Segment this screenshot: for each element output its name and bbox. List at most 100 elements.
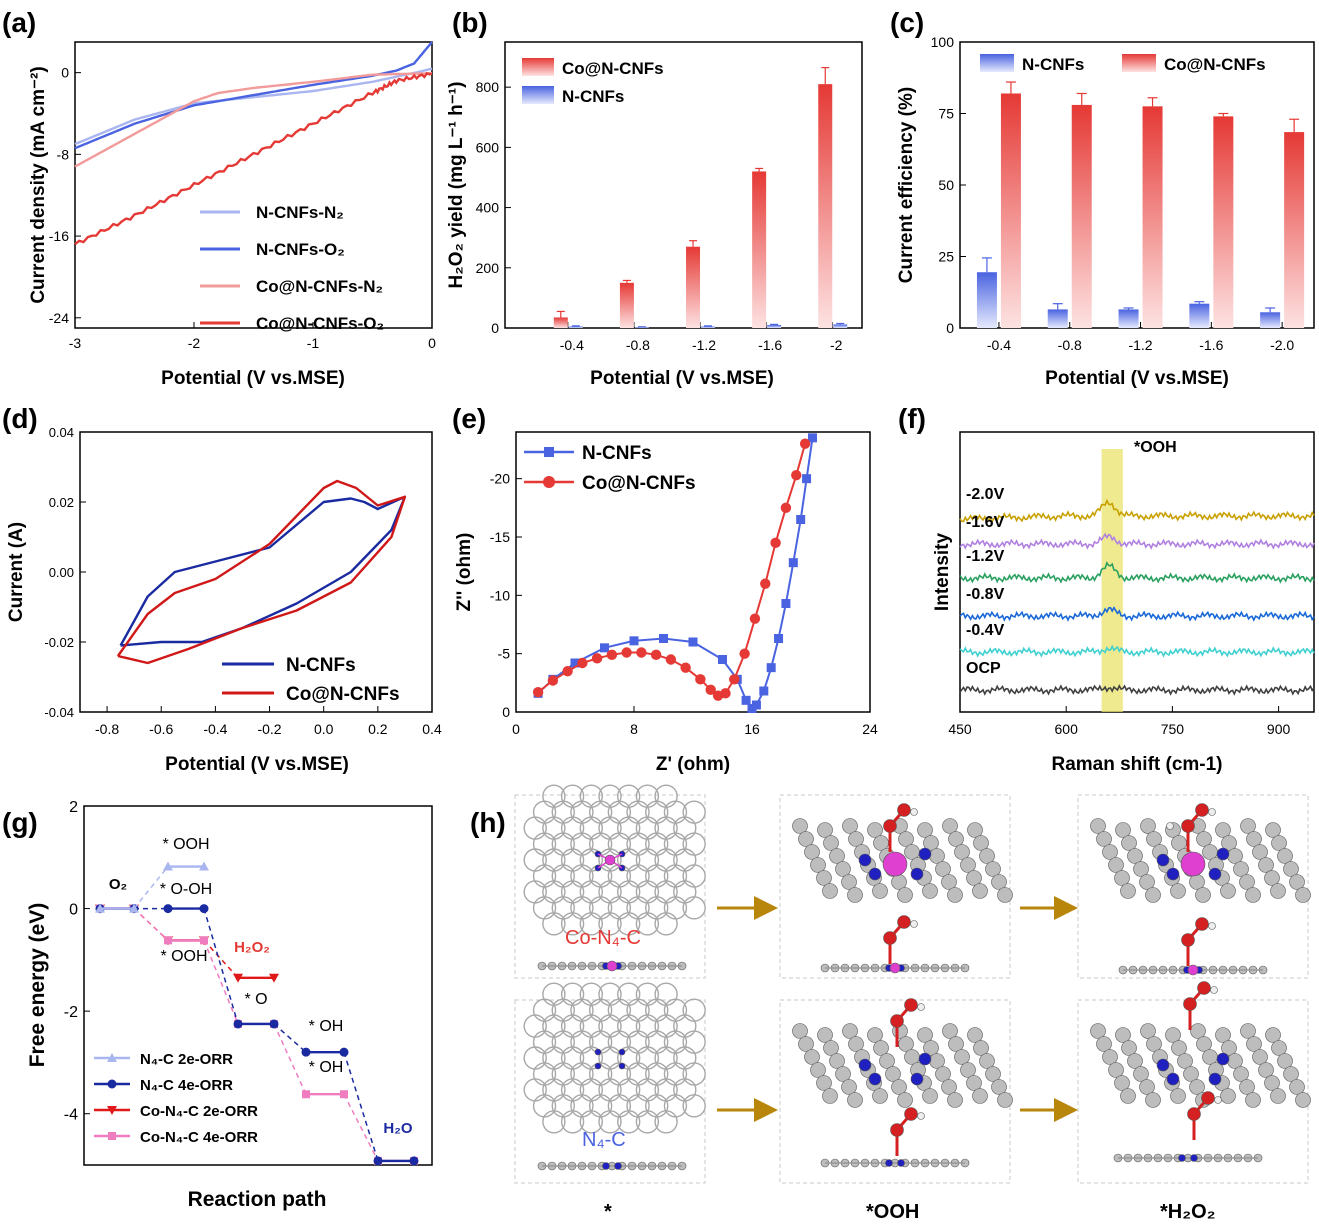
h-slab-nitrogen (918, 1052, 932, 1066)
h-side-nitrogen (614, 1162, 622, 1170)
h-slab-carbon (917, 1027, 933, 1043)
g-connector (203, 908, 239, 1025)
c-bar (1118, 309, 1139, 328)
h-nitrogen-atom (618, 1062, 626, 1070)
e-marker-square (796, 515, 806, 524)
h-slab-carbon (1258, 1062, 1274, 1078)
e-legend-marker (543, 476, 555, 488)
e-marker-square (718, 655, 727, 664)
c-bar (1071, 104, 1092, 328)
f-series-label: -0.4V (966, 622, 1005, 639)
h-slab-carbon (792, 818, 808, 834)
h-carbon-ring (617, 1110, 641, 1134)
e-marker-circle (547, 675, 559, 686)
h-slab-nitrogen (918, 847, 932, 861)
h-slab-carbon (1090, 1023, 1106, 1039)
h-slab-carbon (1239, 874, 1255, 890)
h-slab-carbon (842, 1023, 858, 1039)
e-ytick-label: -20 (490, 471, 510, 487)
a-frame (74, 41, 433, 329)
h-slab-carbon (1170, 1088, 1186, 1104)
c-bar (1000, 93, 1021, 328)
h-carbon-ring (635, 1110, 660, 1134)
h-slab-carbon (847, 887, 863, 903)
d-ytick-label: 0.04 (49, 425, 74, 440)
h-slab-carbon (922, 1088, 938, 1104)
e-ytick-label: 0 (502, 704, 510, 720)
f-spectrum-line (959, 606, 1315, 622)
h-side-cobalt (889, 962, 901, 974)
g-legend-label: Co-N₄-C 2e-ORR (140, 1103, 258, 1120)
b-bar (568, 326, 583, 328)
c-bar (1047, 309, 1068, 328)
h-hydrogen-atom (917, 1003, 925, 1011)
e-marker-square (600, 643, 609, 653)
h-nitrogen-atom (618, 1048, 626, 1056)
e-xtick-label: 16 (744, 721, 760, 737)
h-slab-carbon (991, 1079, 1007, 1095)
h-slab-carbon (1115, 822, 1131, 838)
e-marker-circle (780, 502, 792, 514)
h-box-co-ooh (779, 794, 1011, 979)
b-frame (504, 41, 863, 329)
h-slab-carbon (1289, 874, 1305, 890)
b-bar (553, 317, 568, 328)
h-slab-carbon (1133, 861, 1149, 877)
a-ytick-label: -16 (49, 228, 69, 244)
h-slab-carbon (942, 1023, 958, 1039)
g-annot-h2o2: H₂O₂ (234, 939, 270, 956)
h-col-label-ooh: *OOH (866, 1201, 919, 1223)
g-marker (302, 1090, 310, 1099)
d-legend-label: Co@N-CNFs (286, 684, 400, 705)
h-slab-carbon (1221, 1040, 1237, 1056)
a-ytick-label: -24 (49, 310, 69, 326)
h-slab-carbon (872, 1088, 888, 1104)
h-side-cobalt (1187, 964, 1199, 976)
h-slab-carbon (997, 887, 1013, 903)
d-ytick-label: -0.02 (44, 635, 74, 650)
h-slab-carbon (917, 822, 933, 838)
h-slab-carbon (1246, 831, 1262, 847)
h-slab-carbon (1270, 1088, 1286, 1104)
f-xlabel: Raman shift (cm-1) (1051, 754, 1222, 775)
f-series-label: -1.6V (966, 514, 1005, 531)
h-slab-cobalt (882, 851, 908, 877)
c-ytick-label: 0 (946, 320, 954, 336)
h-slab-carbon (1190, 1023, 1206, 1039)
h-carbon-ring (542, 1110, 566, 1134)
d-ytick-label: -0.04 (44, 705, 74, 720)
h-slab-carbon (1114, 1075, 1130, 1091)
b-legend-label: Co@N-CNFs (562, 59, 664, 78)
g-ytick-label: 2 (69, 799, 78, 816)
h-slab-nitrogen (1208, 867, 1222, 881)
e-xtick-label: 8 (630, 721, 638, 737)
h-slab-nitrogen (1166, 867, 1180, 881)
e-marker-circle (636, 647, 647, 658)
e-marker-circle (532, 686, 544, 698)
h-slab-carbon (1139, 874, 1155, 890)
f-annotation: *OOH (1134, 439, 1177, 456)
g-annot-o-oh: * O-OH (160, 881, 212, 898)
c-bar (1142, 106, 1163, 328)
h-slab-carbon (829, 1053, 845, 1069)
e-marker-square (688, 637, 698, 647)
b-ytick-label: 200 (476, 260, 500, 276)
h-carbon-ring (542, 912, 566, 936)
h-slab-carbon (792, 1023, 808, 1039)
h-slab-carbon (867, 822, 883, 838)
g-connector (203, 940, 239, 1025)
g-annot-ooh-top: * OOH (162, 836, 209, 853)
e-xlabel: Z' (ohm) (656, 754, 730, 775)
h-slab-carbon (1096, 831, 1112, 847)
e-marker-square (766, 663, 776, 673)
a-ytick-label: -8 (57, 146, 70, 162)
c-ytick-label: 50 (938, 177, 954, 193)
h-slab-carbon (966, 870, 982, 886)
h-slab-carbon (1170, 883, 1186, 899)
h-slab-carbon (1252, 1049, 1268, 1065)
h-slab-carbon (1283, 861, 1299, 877)
d-xtick-label: -0.6 (149, 721, 173, 737)
h-slab-carbon (973, 1040, 989, 1056)
g-marker (409, 1156, 419, 1166)
